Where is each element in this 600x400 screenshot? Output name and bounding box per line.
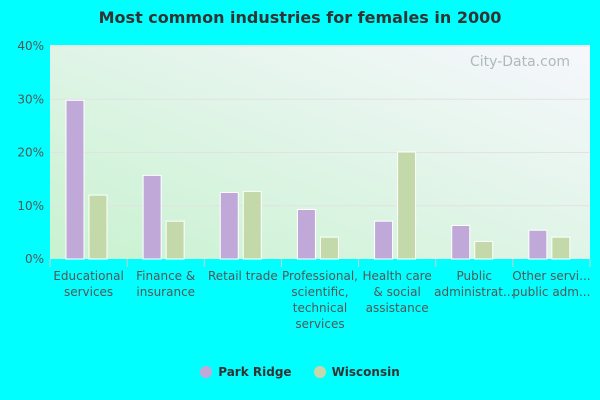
bar-park-ridge bbox=[219, 191, 239, 260]
legend-swatch bbox=[200, 366, 213, 378]
legend-item-wisconsin: Wisconsin bbox=[313, 365, 400, 379]
y-tick-label: 40% bbox=[17, 39, 44, 53]
x-tick-label: Educational bbox=[53, 269, 123, 283]
y-tick-label: 30% bbox=[17, 92, 44, 106]
bar-wisconsin bbox=[165, 220, 185, 260]
legend-swatch bbox=[313, 366, 326, 378]
bar-wisconsin bbox=[474, 240, 494, 260]
y-tick-label: 20% bbox=[17, 146, 44, 160]
bar-park-ridge bbox=[374, 220, 394, 260]
x-tick-label: services bbox=[295, 317, 344, 331]
chart-title: Most common industries for females in 20… bbox=[98, 8, 502, 27]
x-tick-label: Other servi... bbox=[512, 269, 590, 283]
x-tick-label: Finance & bbox=[136, 269, 195, 283]
x-tick-label: Retail trade bbox=[208, 269, 278, 283]
legend-item-park-ridge: Park Ridge bbox=[200, 365, 292, 379]
y-tick-label: 10% bbox=[17, 199, 44, 213]
x-tick-label: public adm... bbox=[512, 285, 590, 299]
watermark: City-Data.com bbox=[470, 54, 570, 70]
bar-park-ridge bbox=[65, 99, 85, 260]
bar-wisconsin bbox=[397, 151, 417, 260]
legend: Park Ridge Wisconsin bbox=[0, 365, 600, 379]
x-tick-label: & social bbox=[373, 285, 420, 299]
bar-park-ridge bbox=[528, 229, 548, 260]
bar-wisconsin bbox=[551, 236, 571, 260]
bar-park-ridge bbox=[296, 208, 316, 260]
x-tick-label: Professional, bbox=[282, 269, 358, 283]
x-tick-label: Public bbox=[457, 269, 493, 283]
x-tick-label: services bbox=[64, 285, 113, 299]
x-tick-label: scientific, bbox=[291, 285, 348, 299]
bar-park-ridge bbox=[451, 224, 471, 260]
bar-wisconsin bbox=[242, 190, 262, 260]
bar-wisconsin bbox=[88, 194, 108, 260]
bar-wisconsin bbox=[319, 236, 339, 260]
y-tick-label: 0% bbox=[25, 252, 44, 266]
x-tick-label: insurance bbox=[136, 285, 195, 299]
x-tick-label: Health care bbox=[363, 269, 432, 283]
x-tick-label: assistance bbox=[366, 301, 429, 315]
x-tick-label: administrat... bbox=[434, 285, 514, 299]
x-tick-label: technical bbox=[293, 301, 348, 315]
bar-park-ridge bbox=[142, 174, 162, 260]
